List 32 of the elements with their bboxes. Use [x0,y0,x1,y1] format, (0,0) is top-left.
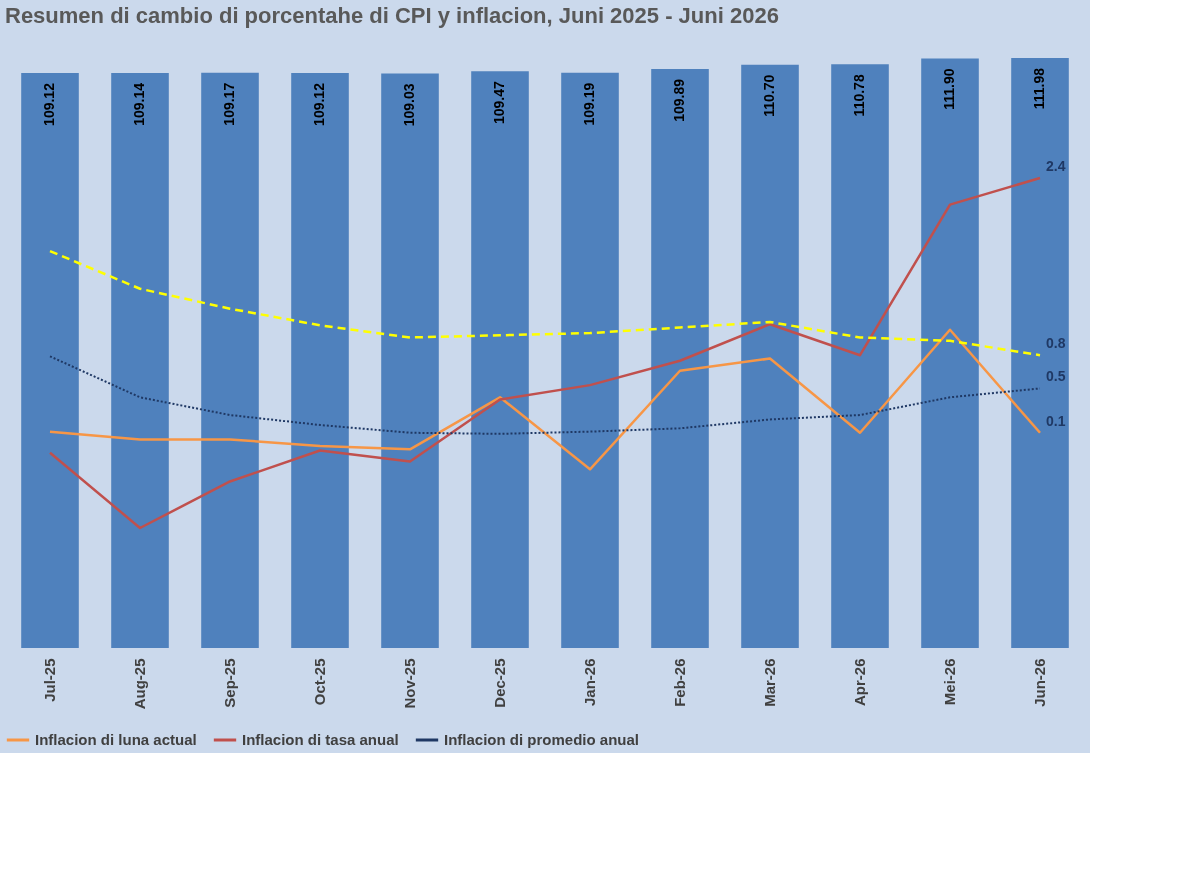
data-label: 111.98 [1031,67,1047,110]
x-tick-label: Mar-26 [761,658,778,707]
legend-label: Inflacion di promedio anual [444,731,640,748]
x-tick-label: Jan-26 [581,658,598,707]
x-tick-label: Dec-25 [491,658,508,708]
data-label: 109.47 [491,81,507,125]
data-label: 2.4 [1046,158,1066,174]
data-label: 109.19 [581,82,597,126]
x-tick-label: Sep-25 [221,658,238,708]
data-label: 110.78 [851,74,867,117]
x-tick-label: Oct-25 [311,658,328,706]
x-tick-label: Apr-26 [851,658,868,707]
data-label: 0.5 [1046,368,1066,385]
x-tick-label: Feb-26 [671,658,688,707]
x-tick-label: Nov-25 [401,658,418,709]
data-label: 0.8 [1046,335,1066,352]
x-tick-label: Jun-26 [1031,658,1048,707]
data-label: 109.89 [671,78,687,122]
data-label: 109.03 [401,83,417,127]
x-tick-label: Jul-25 [41,658,58,702]
data-label: 111.90 [941,68,957,110]
data-label: 110.70 [761,74,777,117]
legend-label: Inflacion di luna actual [35,731,197,748]
data-label: 109.12 [41,82,57,126]
data-label: 0.1 [1046,412,1066,429]
data-label: 109.14 [131,82,147,126]
legend-label: Inflacion di tasa anual [242,731,399,748]
chart-title: Resumen di cambio di porcentahe di CPI y inflacion, Juni 2025 - Juni 2026 [5,3,779,28]
data-label: 109.17 [221,82,237,126]
x-tick-label: Aug-25 [131,658,148,710]
x-tick-label: Mei-26 [941,658,958,706]
data-label: 109.12 [311,82,327,126]
